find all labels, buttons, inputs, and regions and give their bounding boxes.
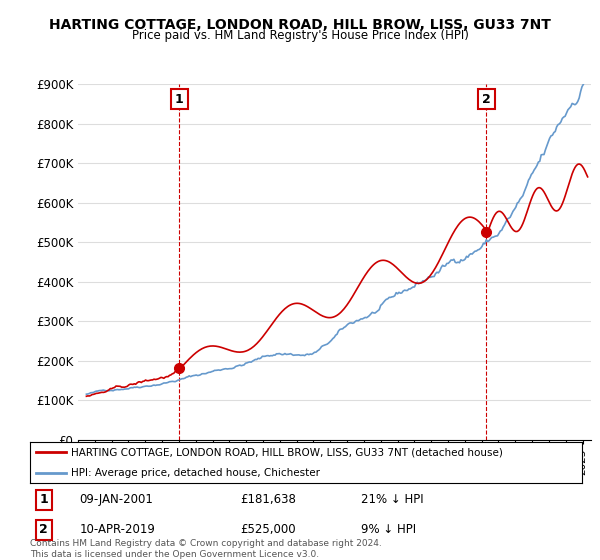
Text: 21% ↓ HPI: 21% ↓ HPI bbox=[361, 493, 424, 506]
Text: £181,638: £181,638 bbox=[240, 493, 296, 506]
Text: 1: 1 bbox=[175, 92, 184, 105]
Text: Price paid vs. HM Land Registry's House Price Index (HPI): Price paid vs. HM Land Registry's House … bbox=[131, 29, 469, 42]
Text: 2: 2 bbox=[482, 92, 491, 105]
Text: HPI: Average price, detached house, Chichester: HPI: Average price, detached house, Chic… bbox=[71, 468, 320, 478]
Text: £525,000: £525,000 bbox=[240, 524, 295, 536]
Text: 9% ↓ HPI: 9% ↓ HPI bbox=[361, 524, 416, 536]
Text: Contains HM Land Registry data © Crown copyright and database right 2024.
This d: Contains HM Land Registry data © Crown c… bbox=[30, 539, 382, 559]
Text: 09-JAN-2001: 09-JAN-2001 bbox=[80, 493, 154, 506]
Text: 10-APR-2019: 10-APR-2019 bbox=[80, 524, 155, 536]
Text: 2: 2 bbox=[40, 524, 48, 536]
Text: HARTING COTTAGE, LONDON ROAD, HILL BROW, LISS, GU33 7NT: HARTING COTTAGE, LONDON ROAD, HILL BROW,… bbox=[49, 18, 551, 32]
Text: HARTING COTTAGE, LONDON ROAD, HILL BROW, LISS, GU33 7NT (detached house): HARTING COTTAGE, LONDON ROAD, HILL BROW,… bbox=[71, 447, 503, 458]
Text: 1: 1 bbox=[40, 493, 48, 506]
